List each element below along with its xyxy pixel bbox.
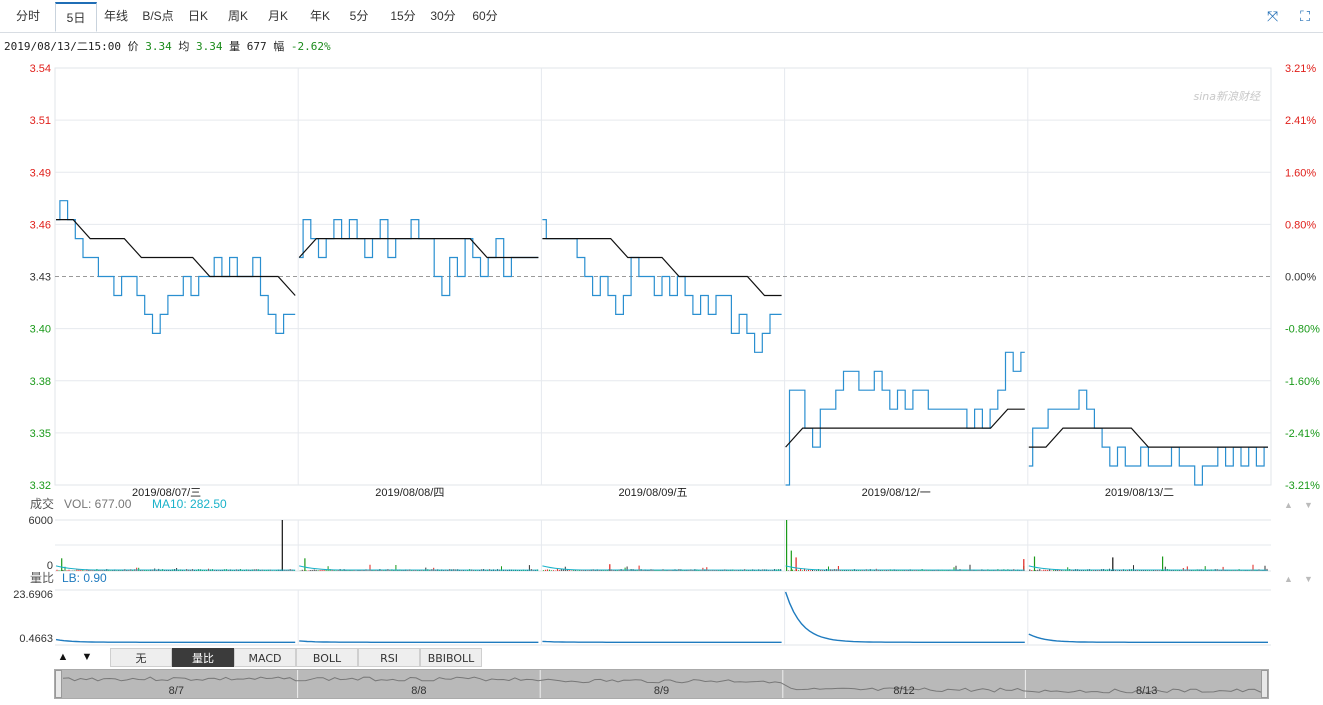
collapse-icon[interactable]: ⤧ xyxy=(1266,8,1279,24)
tab-1[interactable]: 5日 xyxy=(55,2,97,32)
ratio-tick-min: 0.4663 xyxy=(19,633,53,645)
volume-panel-down-icon: ▼ xyxy=(1304,500,1313,510)
navigator-left-handle[interactable] xyxy=(55,670,62,698)
tab-6[interactable]: 月K xyxy=(267,9,288,23)
ratio-panel-up-icon: ▲ xyxy=(1284,574,1293,584)
day-label: 2019/08/08/四 xyxy=(375,487,444,499)
tab-3[interactable]: B/S点 xyxy=(142,9,174,23)
series-均-day-0 xyxy=(56,219,296,296)
y-tick-left: 3.43 xyxy=(30,272,51,284)
indicator-tab-4[interactable]: RSI xyxy=(358,648,420,667)
navigator-price-trace xyxy=(62,676,1267,694)
y-tick-right: 2.41% xyxy=(1285,115,1316,127)
series-均-day-3 xyxy=(785,408,1025,448)
navigator-label: 8/9 xyxy=(654,685,669,697)
navigator-preview: 8/7 8/8 8/9 8/12 8/13 xyxy=(62,670,1267,698)
ratio-tick-max: 23.6906 xyxy=(13,589,53,601)
indicator-tab-2[interactable]: MACD xyxy=(234,648,296,667)
y-tick-right: 0.00% xyxy=(1285,272,1316,284)
tab-9[interactable]: 15分 xyxy=(390,9,416,23)
info-price: 3.34 xyxy=(145,40,172,53)
series-均-day-1 xyxy=(298,238,539,259)
series-价-day-4 xyxy=(1028,389,1268,486)
volume-tick-max: 6000 xyxy=(29,515,53,527)
ratio-title: 量比 xyxy=(30,571,54,585)
y-tick-left: 3.46 xyxy=(30,219,51,231)
indicator-tab-0[interactable]: 无 xyxy=(110,648,172,667)
navigator-label: 8/7 xyxy=(169,685,184,697)
scroll-down-icon[interactable]: ▼ xyxy=(81,651,93,663)
fullscreen-icon[interactable]: ⛶ xyxy=(1300,8,1310,24)
y-tick-right: -1.60% xyxy=(1285,376,1320,388)
sina-watermark: sina新浪财经 xyxy=(1194,90,1261,103)
navigator-right-handle[interactable] xyxy=(1261,670,1268,698)
info-avg-label: 均 xyxy=(178,40,190,53)
ratio-panel-down-icon: ▼ xyxy=(1304,574,1313,584)
volume-ma-label: MA10: 282.50 xyxy=(152,497,227,511)
ratio-line-day-2 xyxy=(542,640,782,643)
info-vol-label: 量 xyxy=(229,40,241,53)
day-label: 2019/08/13/二 xyxy=(1105,487,1174,499)
tab-11[interactable]: 60分 xyxy=(472,9,498,23)
series-价-day-2 xyxy=(542,219,782,353)
navigator-label: 8/13 xyxy=(1136,685,1157,697)
y-tick-right: -0.80% xyxy=(1285,324,1320,336)
chart-tabs: 分时 5日 年线 B/S点 日K 周K 月K 年K 5分 15分 30分 60分 ⤧ ⛶ xyxy=(0,0,1323,33)
indicator-tab-5[interactable]: BBIBOLL xyxy=(420,648,482,667)
tab-2[interactable]: 年线 xyxy=(103,9,128,23)
y-tick-left: 3.49 xyxy=(30,167,51,179)
day-label: 2019/08/09/五 xyxy=(618,487,687,499)
series-价-day-3 xyxy=(785,351,1025,486)
ratio-line-day-3 xyxy=(784,591,1025,643)
indicator-tab-3[interactable]: BOLL xyxy=(296,648,358,667)
chart-tools: ⤧ ⛶ xyxy=(1255,6,1315,26)
y-tick-right: -3.21% xyxy=(1285,480,1320,492)
quote-info-line: 2019/08/13/二15:00 价 3.34 均 3.34 量 677 幅 … xyxy=(4,38,331,54)
tab-7[interactable]: 年K xyxy=(309,9,330,23)
indicator-tab-1[interactable]: 量比 xyxy=(172,648,234,667)
ratio-line-day-1 xyxy=(299,640,539,643)
y-tick-right: 1.60% xyxy=(1285,167,1316,179)
y-tick-left: 3.38 xyxy=(30,376,51,388)
y-tick-left: 3.51 xyxy=(30,115,51,127)
navigator-label: 8/12 xyxy=(893,685,914,697)
ratio-line-day-0 xyxy=(55,638,296,643)
y-tick-right: -2.41% xyxy=(1285,428,1320,440)
ratio-line-day-4 xyxy=(1028,633,1268,643)
day-label: 2019/08/12/一 xyxy=(862,487,931,499)
info-price-label: 价 xyxy=(127,40,139,53)
tab-0[interactable]: 分时 xyxy=(15,9,40,23)
volume-vol-label: VOL: 677.00 xyxy=(64,497,132,511)
info-chg: -2.62% xyxy=(290,40,331,53)
volume-tick-zero: 0 xyxy=(47,560,53,572)
series-价-day-0 xyxy=(56,200,296,334)
series-均-day-4 xyxy=(1028,427,1268,448)
y-tick-left: 3.35 xyxy=(30,428,51,440)
tab-4[interactable]: 日K xyxy=(187,9,208,23)
y-tick-left: 3.40 xyxy=(30,324,51,336)
series-均-day-2 xyxy=(542,238,782,297)
info-datetime: 2019/08/13/二15:00 xyxy=(4,40,121,53)
scroll-up-icon[interactable]: ▲ xyxy=(57,651,69,663)
time-navigator[interactable]: 8/7 8/8 8/9 8/12 8/13 xyxy=(54,669,1269,699)
day-label: 2019/08/07/三 xyxy=(132,487,201,499)
navigator-background xyxy=(62,670,1261,698)
volume-ma-line xyxy=(55,565,1269,571)
y-tick-right: 0.80% xyxy=(1285,219,1316,231)
navigator-label: 8/8 xyxy=(411,685,426,697)
ratio-lb-label: LB: 0.90 xyxy=(62,571,107,585)
y-tick-left: 3.54 xyxy=(30,63,51,75)
volume-panel-up-icon: ▲ xyxy=(1284,500,1293,510)
tab-5[interactable]: 周K xyxy=(227,9,248,23)
info-chg-label: 幅 xyxy=(273,40,285,53)
info-avg: 3.34 xyxy=(195,40,223,53)
volume-title: 成交 xyxy=(30,496,54,511)
tab-8[interactable]: 5分 xyxy=(349,9,369,23)
y-tick-right: 3.21% xyxy=(1285,63,1316,75)
y-tick-left: 3.32 xyxy=(30,480,51,492)
info-vol: 677 xyxy=(246,40,267,53)
tab-10[interactable]: 30分 xyxy=(430,9,456,23)
